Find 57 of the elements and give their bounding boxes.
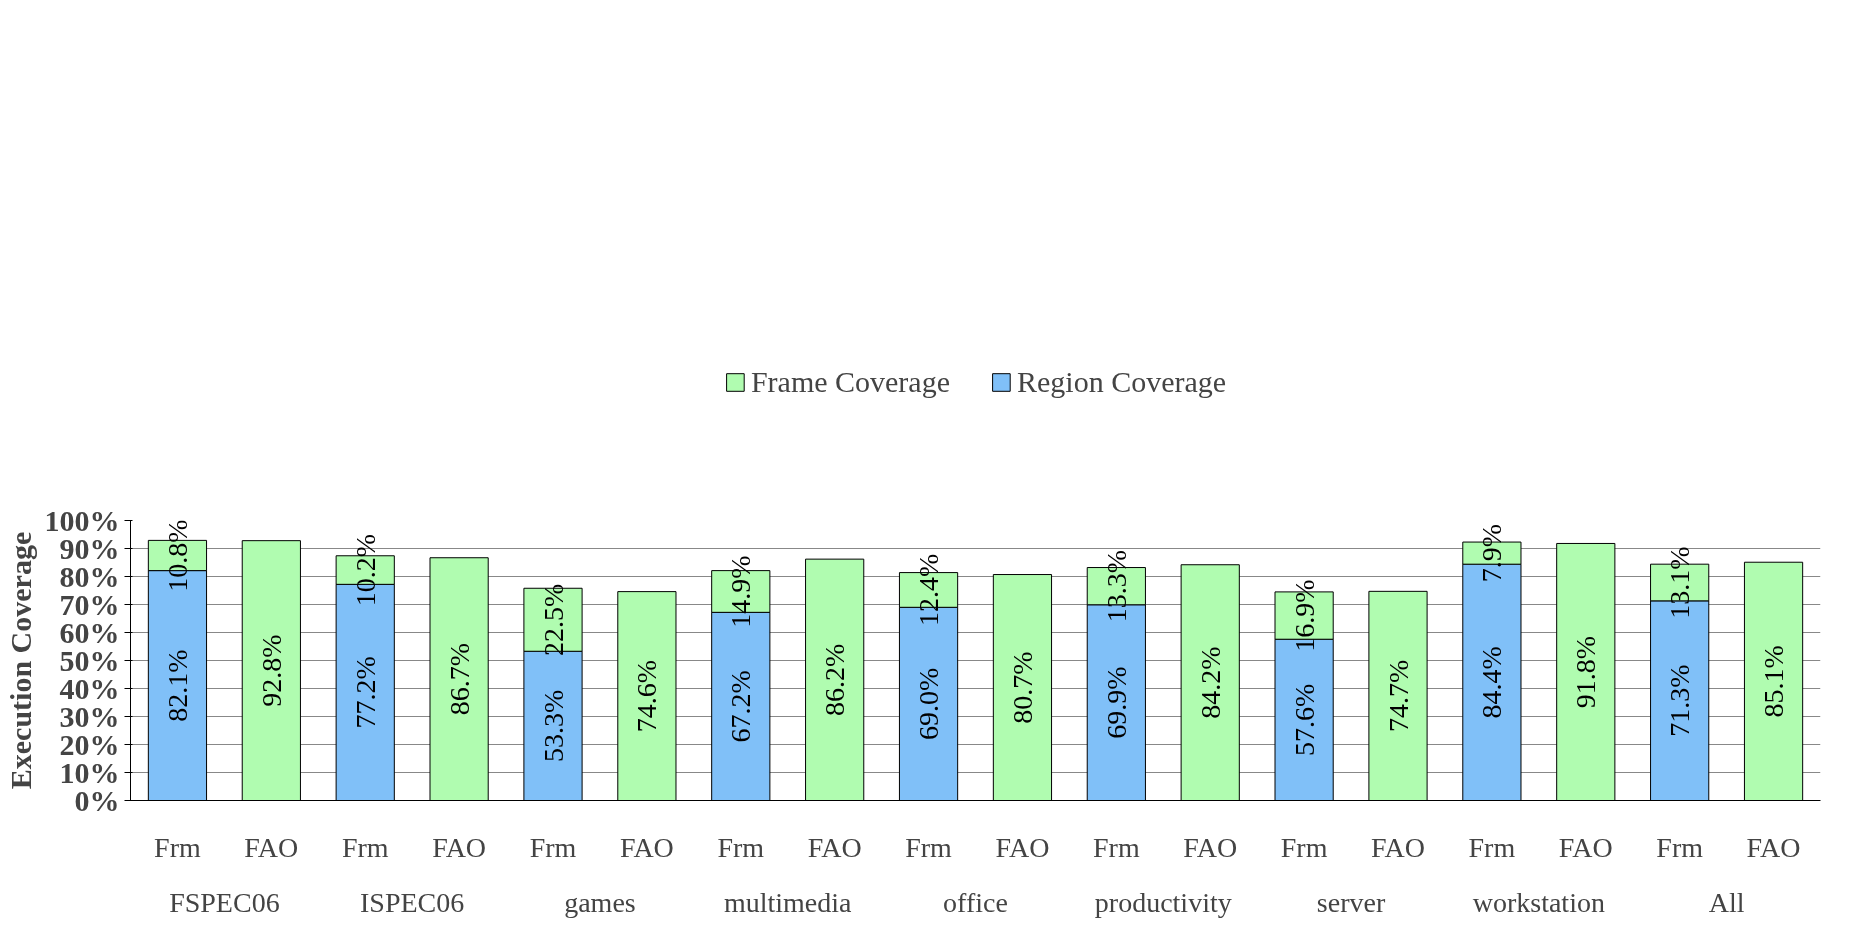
x-tick-label: Frm	[529, 831, 577, 863]
data-label: 10.8%	[161, 519, 193, 592]
text: FSPEC06	[169, 886, 280, 918]
x-tick-label: Frm	[905, 831, 953, 863]
text: workstation	[1472, 886, 1605, 918]
x-tick-label: Frm	[1093, 831, 1140, 863]
data-label: 71.3%	[1664, 664, 1696, 737]
data-label: 12.4%	[913, 553, 945, 627]
text: office	[943, 886, 1008, 918]
x-tick-label: FAO	[995, 831, 1050, 863]
legend-label: Frame Coverage	[750, 364, 950, 399]
data-label: 86.2%	[819, 643, 851, 716]
data-label: 74.7%	[1382, 659, 1414, 733]
text: productivity	[1094, 886, 1232, 918]
text: multimedia	[723, 886, 853, 918]
x-tick-label: Frm	[717, 831, 765, 863]
x-tick-label: FAO	[1371, 831, 1425, 863]
text: All	[1708, 886, 1745, 918]
text: ISPEC06	[360, 886, 465, 918]
x-tick-label: FAO	[1183, 831, 1238, 863]
data-label: 13.1%	[1664, 546, 1696, 619]
text: games	[564, 886, 636, 918]
data-label: 82.1%	[161, 649, 193, 722]
x-tick-label: Frm	[1468, 831, 1516, 863]
data-label: 10.2%	[349, 533, 381, 607]
x-tick-label: Frm	[154, 831, 201, 863]
data-label: 67.2%	[725, 670, 757, 743]
data-label: 91.8%	[1570, 635, 1602, 709]
data-label: 92.8%	[255, 634, 287, 707]
data-label: 69.9%	[1100, 666, 1132, 739]
x-tick-label: FAO	[1558, 831, 1613, 863]
x-tick-label: FAO	[619, 831, 674, 863]
x-tick-label: FAO	[1746, 831, 1801, 863]
x-tick-label: FAO	[244, 831, 299, 863]
x-tick-label: FAO	[432, 831, 487, 863]
y-axis-title: Execution Coverage	[3, 531, 37, 790]
data-label: 7.9%	[1476, 523, 1508, 583]
legend-label: Region Coverage	[1016, 364, 1227, 399]
data-label: 16.9%	[1288, 579, 1320, 652]
x-tick-label: Frm	[1280, 831, 1328, 863]
data-label: 14.9%	[725, 555, 757, 628]
x-tick-label: Frm	[341, 831, 389, 863]
data-label: 69.0%	[913, 667, 945, 741]
data-label: 77.2%	[349, 656, 381, 729]
data-label: 13.3%	[1100, 549, 1132, 623]
data-label: 57.6%	[1288, 683, 1320, 757]
data-label: 74.6%	[631, 659, 663, 733]
data-label: 84.4%	[1476, 646, 1508, 719]
data-label: 53.3%	[537, 689, 569, 763]
data-label: 84.2%	[1194, 646, 1226, 719]
text: server	[1316, 886, 1386, 918]
data-label: 80.7%	[1006, 651, 1038, 724]
x-tick-label: Frm	[1656, 831, 1704, 863]
data-label: 85.1%	[1758, 645, 1790, 718]
data-label: 86.7%	[443, 642, 475, 716]
data-label: 22.5%	[537, 583, 569, 656]
x-tick-label: FAO	[807, 831, 862, 863]
